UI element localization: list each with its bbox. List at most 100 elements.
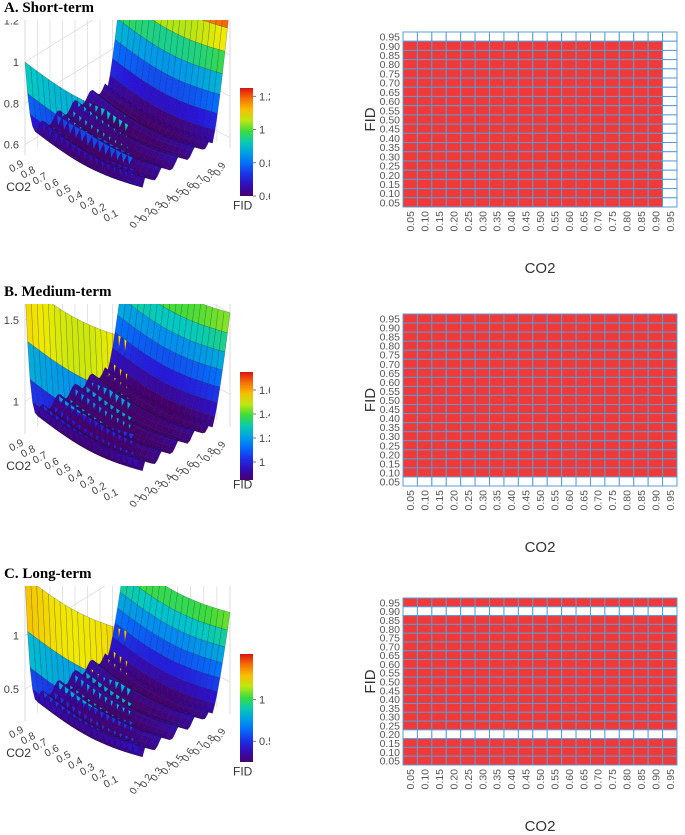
heatmap-2-x-tick: 0.25 xyxy=(463,769,475,790)
heatmap-1-cell xyxy=(460,331,476,342)
heatmap-0-cell xyxy=(416,114,433,125)
heatmap-2-cell xyxy=(489,676,505,687)
heatmap-1-cell xyxy=(474,340,491,351)
heatmap-1-cell xyxy=(589,422,606,433)
surface-0-z-tick: 0.8 xyxy=(4,98,19,110)
heatmap-0-cell xyxy=(532,77,548,88)
heatmap-0-cell xyxy=(618,151,635,162)
heatmap-1-x-tick: 0.35 xyxy=(492,490,504,511)
heatmap-1-cell xyxy=(532,376,548,387)
heatmap-0-cell xyxy=(474,123,491,134)
heatmap-0-cell xyxy=(445,95,462,107)
heatmap-1-cell xyxy=(402,458,418,469)
heatmap-0-x-tick: 0.50 xyxy=(535,211,547,232)
heatmap-2-cell xyxy=(662,615,678,625)
heatmap-2-cell xyxy=(460,711,476,722)
heatmap-1-cell xyxy=(517,394,534,406)
heatmap-2-cell xyxy=(474,746,491,757)
heatmap-1-cell xyxy=(517,322,534,333)
heatmap-0-cell xyxy=(416,68,433,79)
heatmap-0-cell xyxy=(546,132,563,144)
heatmap-2-cell xyxy=(546,720,563,731)
heatmap-0-cell xyxy=(517,123,534,134)
heatmap-0-cell xyxy=(402,105,418,116)
heatmap-1-cell xyxy=(445,340,462,351)
heatmap-0-cell xyxy=(589,105,606,116)
heatmap-0-x-tick: 0.90 xyxy=(650,211,662,232)
heatmap-1-cell xyxy=(647,476,664,487)
heatmap-0-cell xyxy=(489,151,505,162)
panel-a-title: A. Short-term xyxy=(4,0,94,16)
heatmap-0-cell xyxy=(647,169,664,180)
heatmap-2-cell xyxy=(532,606,548,617)
heatmap-1-x-tick: 0.30 xyxy=(477,490,489,511)
heatmap-2-cell xyxy=(546,702,563,713)
heatmap-1-cell xyxy=(589,385,606,396)
heatmap-2-cell xyxy=(445,711,462,722)
heatmap-1-cell xyxy=(489,404,505,415)
heatmap-2-cell xyxy=(546,711,563,722)
heatmap-1-cell xyxy=(589,358,606,369)
heatmap-2-cell xyxy=(546,694,563,704)
heatmap-2-cell xyxy=(647,694,664,704)
heatmap-0-cell xyxy=(474,114,491,125)
heatmap-0-cell xyxy=(474,178,491,190)
heatmap-0-cell xyxy=(517,160,534,171)
heatmap-0-cell xyxy=(546,31,563,42)
heatmap-0-cell xyxy=(431,77,447,88)
heatmap-0-cell xyxy=(431,151,447,162)
heatmap-1-cell xyxy=(604,349,620,360)
heatmap-1-cell xyxy=(589,476,606,487)
heatmap-1-cell xyxy=(618,367,635,378)
heatmap-1-cell xyxy=(402,349,418,360)
heatmap-2-cell xyxy=(460,746,476,757)
heatmap-2-cell xyxy=(647,720,664,731)
heatmap-2-cell xyxy=(489,746,505,757)
heatmap-0-cell xyxy=(604,142,620,153)
heatmap-2-cell xyxy=(604,694,620,704)
heatmap-2-cell xyxy=(589,606,606,617)
heatmap-1-cell xyxy=(402,322,418,333)
heatmap-2-cell xyxy=(460,659,476,669)
heatmap-2-cell xyxy=(604,650,620,661)
surface-2-co2-label: CO2 xyxy=(6,746,31,760)
heatmap-1-cell xyxy=(647,331,664,342)
surface-0-fid-label: FID xyxy=(233,199,253,213)
heatmap-1-cell xyxy=(445,331,462,342)
heatmap-1-cell xyxy=(517,476,534,487)
heatmap-2-cell xyxy=(589,641,606,652)
heatmap-1-cell xyxy=(503,458,519,469)
heatmap-2-cell xyxy=(532,711,548,722)
heatmap-1-cell xyxy=(604,367,620,378)
heatmap-0-cell xyxy=(402,132,418,144)
heatmap-0-cell xyxy=(460,188,476,199)
heatmap-1-cell xyxy=(575,458,591,469)
heatmap-1-cell xyxy=(489,467,505,478)
heatmap-2-cell xyxy=(445,641,462,652)
heatmap-1-x-tick: 0.70 xyxy=(593,490,605,511)
heatmap-1-y-tick: 0.15 xyxy=(380,458,401,470)
heatmap-2-cell xyxy=(489,694,505,704)
heatmap-1-cell xyxy=(604,394,620,406)
heatmap-1-cell xyxy=(503,449,519,460)
heatmap-1-cell xyxy=(489,476,505,487)
heatmap-0-cell xyxy=(402,40,418,51)
heatmap-2-cell xyxy=(402,615,418,625)
heatmap-2-cell xyxy=(503,667,519,678)
heatmap-1-cell xyxy=(445,358,462,369)
heatmap-2-cell xyxy=(604,632,620,643)
heatmap-1-cell xyxy=(532,431,548,442)
heatmap-0-y-tick: 0.75 xyxy=(380,68,401,80)
heatmap-1-cell xyxy=(575,431,591,442)
heatmap-1-cell xyxy=(662,476,678,487)
heatmap-2-cell xyxy=(589,597,606,608)
heatmap-1-cell xyxy=(647,404,664,415)
heatmap-2-cell xyxy=(647,711,664,722)
heatmap-0-cell xyxy=(460,59,476,70)
heatmap-1-cell xyxy=(618,476,635,487)
heatmap-1-cell xyxy=(662,358,678,369)
heatmap-1-y-tick: 0.85 xyxy=(380,332,401,344)
heatmap-1-cell xyxy=(575,449,591,460)
heatmap-0-cell xyxy=(445,151,462,162)
heatmap-1-ylabel: FID xyxy=(362,388,379,412)
